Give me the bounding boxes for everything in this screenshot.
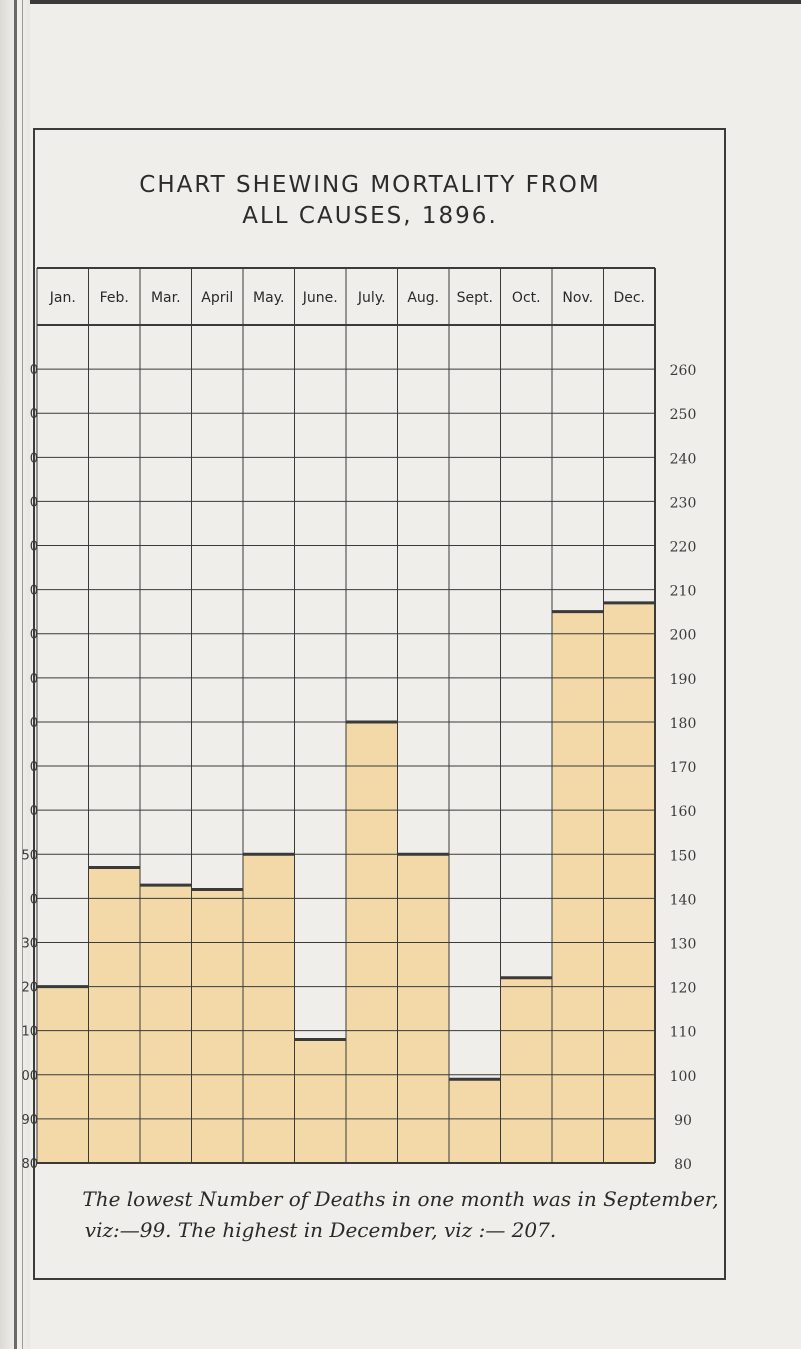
left-tick-fragment: 0	[30, 760, 38, 775]
bar-june	[294, 1039, 346, 1163]
chart-title-line-2: ALL CAUSES, 1896.	[242, 203, 498, 229]
left-tick-fragment: 00	[21, 1069, 38, 1084]
left-tick-fragment: 0	[30, 451, 38, 466]
y-tick-label: 140	[670, 892, 697, 908]
bar-aug	[397, 854, 449, 1163]
y-tick-label: 90	[674, 1113, 692, 1129]
left-tick-fragment: 0	[30, 540, 38, 555]
y-tick-label: 230	[670, 495, 697, 511]
left-tick-fragment: 0	[30, 804, 38, 819]
binding-line	[14, 0, 17, 1349]
left-tick-fragment: 50	[21, 848, 38, 863]
month-label: April	[201, 290, 233, 306]
y-tick-label: 160	[670, 804, 697, 820]
month-label: May.	[253, 290, 284, 306]
left-tick-fragment: 30	[21, 936, 38, 951]
bar-nov	[552, 611, 604, 1163]
caption-line-2: viz:—99. The highest in December, viz :—…	[84, 1218, 557, 1242]
y-tick-label: 220	[670, 540, 697, 556]
y-tick-label: 110	[670, 1025, 697, 1041]
left-tick-fragment: 80	[21, 1157, 38, 1172]
left-tick-fragment: 0	[30, 407, 38, 422]
page-top-edge	[0, 0, 801, 4]
y-tick-label: 80	[674, 1157, 692, 1173]
caption-line-1: The lowest Number of Deaths in one month…	[82, 1187, 719, 1211]
bar-oct	[500, 977, 552, 1163]
month-label: June.	[302, 290, 338, 306]
binding-line-inner	[22, 0, 23, 1349]
month-label: Mar.	[151, 290, 181, 306]
y-tick-label: 240	[670, 451, 697, 467]
y-tick-label: 170	[670, 760, 697, 776]
month-label: Sept.	[457, 290, 493, 306]
left-tick-fragment: 0	[30, 892, 38, 907]
month-label: Jan.	[49, 290, 76, 306]
month-label: Feb.	[100, 290, 129, 306]
month-label: Dec.	[613, 290, 645, 306]
month-label: Aug.	[407, 290, 439, 306]
y-tick-label: 130	[670, 936, 697, 952]
y-tick-label: 260	[670, 363, 697, 379]
y-tick-label: 210	[670, 584, 697, 600]
left-tick-fragment: 0	[30, 584, 38, 599]
month-label: Oct.	[512, 290, 541, 306]
left-tick-fragment: 0	[30, 363, 38, 378]
left-tick-fragment: 0	[30, 672, 38, 687]
y-tick-label: 190	[670, 672, 697, 688]
y-tick-label: 250	[670, 407, 697, 423]
bar-may	[243, 854, 295, 1163]
left-tick-fragment: 0	[30, 495, 38, 510]
y-tick-label: 120	[670, 981, 697, 997]
y-tick-label: 180	[670, 716, 697, 732]
left-tick-fragment: 0	[30, 628, 38, 643]
left-tick-fragment: 20	[21, 981, 38, 996]
month-label: Nov.	[562, 290, 593, 306]
left-tick-fragment: 10	[21, 1025, 38, 1040]
left-tick-fragment: 90	[21, 1113, 38, 1128]
bar-april	[191, 889, 243, 1163]
chart-title-line-1: CHART SHEWING MORTALITY FROM	[139, 172, 601, 198]
bar-sept	[449, 1079, 501, 1163]
bar-mar	[140, 885, 192, 1163]
bar-feb	[88, 867, 140, 1163]
y-tick-label: 100	[670, 1069, 697, 1085]
month-label: July.	[357, 290, 386, 306]
page-frame	[33, 128, 726, 1280]
y-tick-label: 150	[670, 848, 697, 864]
bar-dec	[603, 602, 655, 1163]
left-tick-fragment: 0	[30, 716, 38, 731]
y-tick-label: 200	[670, 628, 697, 644]
